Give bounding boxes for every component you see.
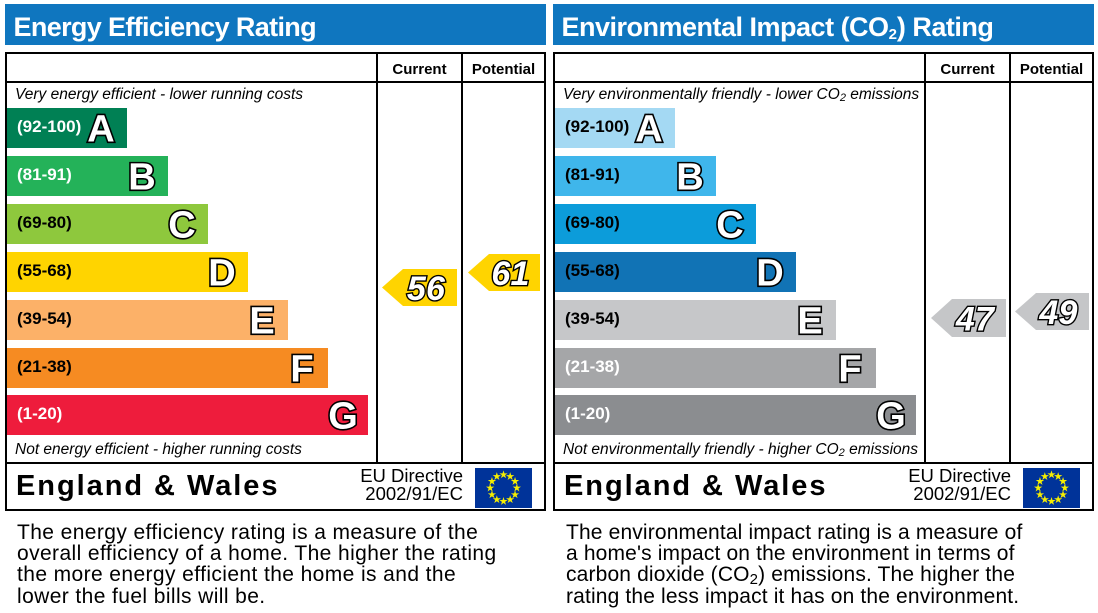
svg-text:A: A [635, 109, 662, 151]
svg-text:E: E [797, 301, 822, 343]
svg-text:B: B [128, 157, 155, 199]
svg-text:G: G [328, 396, 358, 438]
svg-text:49: 49 [1038, 294, 1077, 332]
svg-text:C: C [716, 205, 743, 247]
svg-text:F: F [838, 349, 861, 391]
svg-text:61: 61 [491, 255, 529, 293]
svg-text:B: B [676, 157, 703, 199]
svg-text:C: C [168, 205, 195, 247]
svg-text:D: D [208, 253, 235, 295]
svg-text:56: 56 [407, 270, 446, 308]
svg-text:G: G [876, 396, 906, 438]
svg-text:47: 47 [955, 301, 996, 339]
svg-text:A: A [87, 109, 114, 151]
svg-text:E: E [249, 301, 274, 343]
svg-text:F: F [290, 349, 313, 391]
svg-text:D: D [756, 253, 783, 295]
